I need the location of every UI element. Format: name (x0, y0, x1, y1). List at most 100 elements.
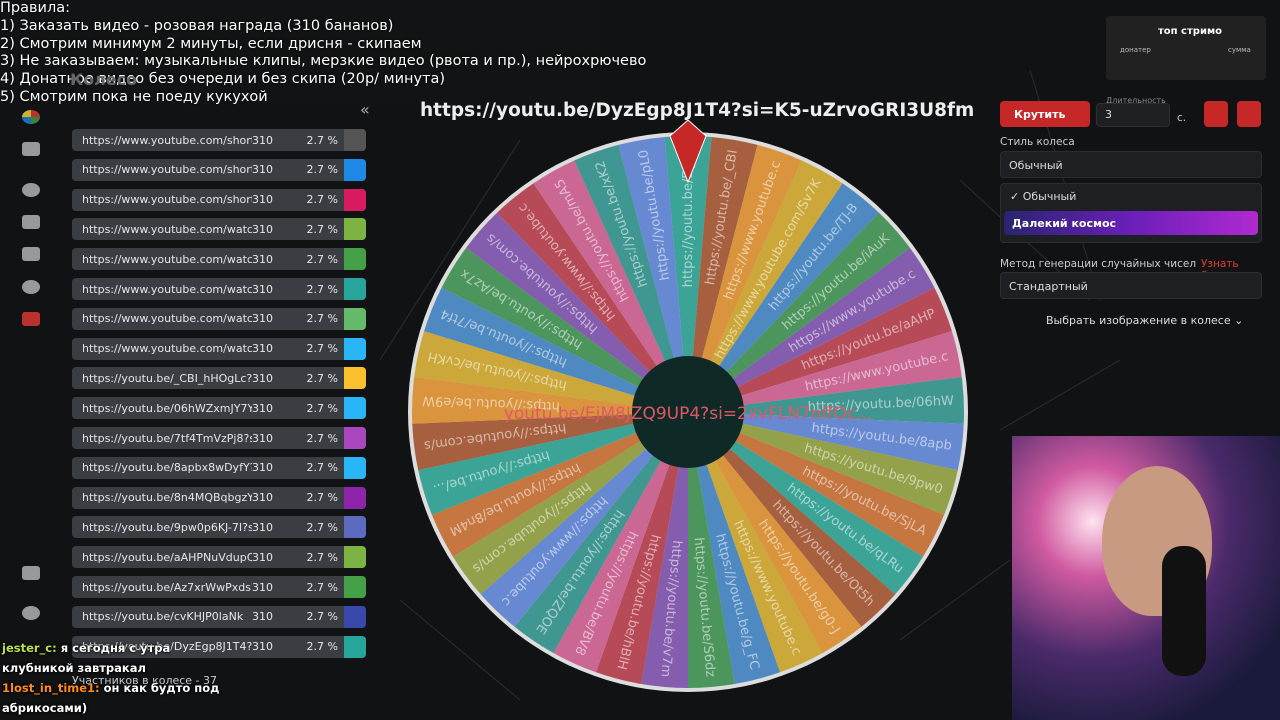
list-row[interactable]: https://www.youtube.com/watch?...310 2.7 … (72, 337, 366, 360)
wheel-center (632, 356, 744, 468)
row-amount: 310 (252, 222, 273, 236)
sum-header: сумма (1228, 46, 1251, 54)
row-url: https://www.youtube.com/shorts/... (82, 163, 252, 177)
wheel-segment (688, 183, 879, 412)
style-select[interactable]: Обычный (1000, 151, 1262, 178)
row-url: https://www.youtube.com/watch?... (82, 342, 252, 356)
row-icon[interactable] (344, 188, 366, 211)
list-row[interactable]: https://youtu.be/8apbx8wDyfY?si...310 2.7… (72, 456, 366, 479)
list-row[interactable]: https://youtu.be/DyzEgp8J1T4?si...310 2.7… (72, 635, 366, 658)
list-row[interactable]: https://youtu.be/7tf4TmVzPj8?si=...310 2.… (72, 427, 366, 449)
row-icon[interactable] (344, 158, 366, 181)
wheel-segment (514, 412, 688, 653)
wheel-segment (412, 376, 688, 424)
style-value: Обычный (1009, 159, 1063, 172)
duration-unit: с. (1177, 112, 1187, 124)
list-row[interactable]: https://www.youtube.com/shorts/...310 2.7… (72, 188, 366, 211)
wheel-center-text: youtu.be/EjM8JZQ9UP4?si=2xvFLN7nffOc... (504, 404, 872, 424)
row-icon[interactable] (344, 278, 366, 300)
nav-help[interactable] (22, 280, 40, 294)
row-icon[interactable] (344, 307, 366, 330)
row-percent: 2.7 % (306, 580, 338, 594)
row-icon[interactable] (344, 218, 366, 241)
rule: 1) Заказать видео - розовая награда (310… (0, 17, 394, 34)
list-row[interactable]: https://www.youtube.com/shorts/...310 2.7… (72, 158, 366, 181)
row-icon[interactable] (344, 605, 366, 628)
list-row[interactable]: https://youtu.be/9pw0p6KJ-7I?si... 310 2.7… (72, 516, 366, 539)
list-row[interactable]: https://youtu.be/8n4MQBqbgzY?... 310 2.7 % (72, 486, 366, 509)
list-row[interactable]: https://www.youtube.com/watch?...310 2.7 … (72, 278, 366, 300)
list-row[interactable]: https://www.youtube.com/watch?...310 2.7 … (72, 307, 366, 330)
rule: 5) Смотрим пока не поеду кукухой (0, 88, 268, 105)
music-button[interactable] (1237, 101, 1261, 127)
row-icon[interactable] (344, 456, 366, 479)
wheel-segment (596, 412, 688, 685)
rng-value: Стандартный (1009, 280, 1088, 293)
wheel-segment (688, 287, 952, 412)
row-icon[interactable] (344, 576, 366, 598)
wheel-segment (466, 212, 688, 412)
row-icon[interactable] (344, 397, 366, 420)
list-row[interactable]: https://youtu.be/06hWZxmJY7Y?... 310 2.7 % (72, 397, 366, 420)
row-amount: 310 (252, 610, 273, 624)
row-icon[interactable] (344, 516, 366, 539)
row-percent: 2.7 % (306, 193, 338, 207)
row-amount: 310 (252, 133, 273, 147)
row-url: https://youtu.be/8apbx8wDyfY?si... (82, 461, 252, 475)
current-url: https://youtu.be/DyzEgp8J1T4?si=K5-uZrvo… (420, 100, 975, 121)
nav-shield[interactable] (22, 247, 40, 261)
list-row[interactable]: https://www.youtube.com/shorts/...310 2.7… (72, 129, 366, 151)
row-url: https://www.youtube.com/watch?... (82, 312, 252, 326)
wheel-segment (418, 412, 688, 515)
row-percent: 2.7 % (306, 252, 338, 266)
rng-select[interactable]: Стандартный (1000, 272, 1262, 299)
row-url: https://www.youtube.com/watch?... (82, 282, 252, 296)
collapse-button[interactable]: « (360, 100, 370, 119)
image-select[interactable]: Выбрать изображение в колесе ⌄ (1046, 314, 1244, 327)
row-percent: 2.7 % (306, 520, 338, 534)
row-icon[interactable] (344, 546, 366, 569)
wheel[interactable]: https://youtu.be/DyzE https://youtu.be/_C… (400, 120, 980, 700)
nav-settings[interactable] (22, 183, 40, 197)
segment-label-group: https://youtu.be/DyzE (681, 146, 696, 287)
list-row[interactable]: https://youtu.be/Az7xrWwPxds?si...310 2.7… (72, 576, 366, 598)
wheel-segment (424, 287, 688, 412)
list-row[interactable]: https://youtu.be/cvKHJP0laNk 310 2.7 % (72, 605, 366, 628)
style-option-space[interactable]: Далекий космос (1004, 211, 1258, 235)
row-amount: 310 (252, 342, 273, 356)
duration-input[interactable]: 3 (1096, 103, 1170, 127)
row-amount: 310 (252, 401, 273, 415)
wheel-segment (688, 412, 958, 515)
nav-layers[interactable] (22, 215, 40, 229)
row-amount: 310 (252, 520, 273, 534)
row-icon[interactable] (344, 367, 366, 390)
spin-button[interactable]: Крутить (1000, 101, 1090, 127)
list-row[interactable]: https://www.youtube.com/watch?...310 2.7 … (72, 218, 366, 241)
list-row[interactable]: https://youtu.be/aAHPNuVdupQ?...310 2.7 % (72, 546, 366, 569)
row-url: https://www.youtube.com/shorts/... (82, 193, 252, 207)
chat-text: я сегодня с утра клубникой завтракал (2, 641, 171, 675)
wheel-segment (688, 144, 802, 412)
nav-wheel[interactable] (22, 110, 40, 124)
wheel-segment (688, 412, 964, 471)
row-icon[interactable] (344, 427, 366, 449)
dice-button[interactable] (1204, 101, 1228, 127)
style-option[interactable]: ✓ Обычный (1010, 190, 1077, 203)
option-text: Далекий космос (1012, 217, 1117, 230)
nav-stats[interactable] (22, 142, 40, 156)
nav-logout[interactable] (22, 312, 40, 326)
list-row[interactable]: https://youtu.be/_CBI_hHOgLc?si...310 2.7… (72, 367, 366, 390)
list-row[interactable]: https://www.youtube.com/watch?...310 2.7 … (72, 248, 366, 271)
row-amount: 310 (252, 580, 273, 594)
row-icon[interactable] (344, 486, 366, 509)
wheel-segment (480, 412, 688, 627)
nav-github[interactable] (22, 606, 40, 620)
row-amount: 310 (252, 491, 273, 505)
row-icon[interactable] (344, 248, 366, 271)
wheel-segment (688, 136, 758, 412)
nav-language[interactable] (22, 566, 40, 580)
style-label: Стиль колеса (1000, 136, 1075, 148)
row-icon[interactable] (344, 337, 366, 360)
row-icon[interactable] (344, 129, 366, 151)
row-icon[interactable] (344, 635, 366, 658)
